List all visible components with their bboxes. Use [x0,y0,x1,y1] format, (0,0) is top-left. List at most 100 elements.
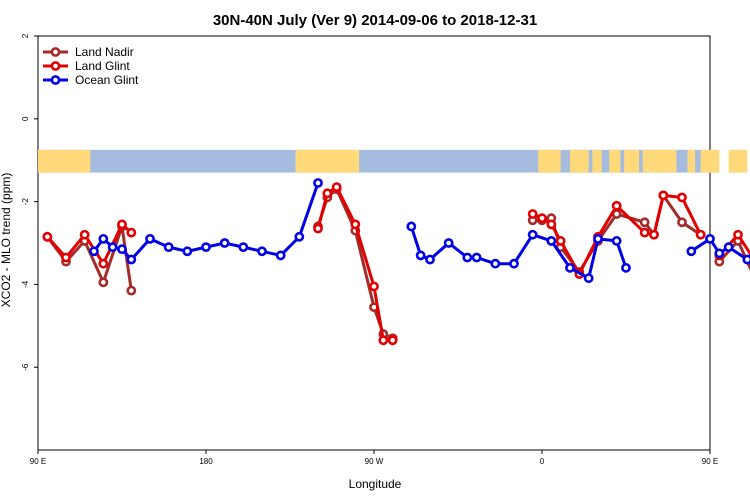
data-point [219,238,230,248]
legend-marker [50,47,61,57]
land-band [624,149,640,173]
data-point [98,258,109,269]
series-layer [42,178,750,346]
axis-ticks: 90 E 180 90 W 0 90 E 2 0 -2 -4 -6 [21,33,718,466]
data-point [61,252,71,263]
data-point [686,246,697,257]
data-point [723,242,734,253]
data-point [322,188,333,199]
x-tick-label: 90 W [365,457,384,466]
y-tick-label: 0 [21,116,30,121]
x-tick-label: 0 [540,457,545,466]
y-axis-label: XCO2 - MLO trend (ppm) [0,173,13,308]
data-point [313,223,323,234]
data-point [238,242,249,253]
data-point [658,190,669,201]
series-line [409,225,628,281]
land-band [700,149,720,173]
data-point [313,178,323,188]
series-line [316,186,394,340]
data-point [471,252,482,263]
legend-label: Land Glint [75,59,130,73]
data-point [294,231,305,242]
data-point [126,285,137,296]
data-point [369,281,379,292]
land-band [609,149,621,173]
land-band [687,149,696,173]
data-point [555,236,566,246]
data-point [201,242,211,253]
data-point [537,213,547,224]
x-tick-label: 90 E [702,457,718,466]
series-line [46,221,133,267]
series-ocean-glint [89,178,750,284]
data-point [639,217,650,228]
data-point [546,219,557,230]
data-point [406,221,417,232]
legend-marker [50,75,61,85]
legend-marker [50,61,61,71]
data-point [79,229,90,240]
land-band [592,149,602,173]
data-point [350,219,361,230]
data-point [387,335,398,346]
plot-frame [37,35,711,451]
land-band [295,149,360,173]
data-point [593,233,603,244]
data-point [490,258,501,269]
data-point [705,233,715,244]
data-point [107,242,118,253]
data-point [527,209,538,219]
series-land-glint [42,182,750,346]
data-point [677,217,687,228]
land-band [728,149,748,173]
data-point [182,246,193,257]
data-point [145,233,155,244]
data-point [714,248,725,259]
legend-label: Land Nadir [75,45,134,59]
data-point [649,229,659,240]
data-point [331,182,342,193]
y-tick-label: -6 [21,363,30,371]
land-ocean-strip [38,149,748,173]
data-point [117,244,127,255]
x-tick-label: 90 E [30,457,46,466]
data-point [275,250,286,261]
x-axis-label: Longitude [349,477,402,491]
land-band [56,149,80,173]
legend-label: Ocean Glint [75,73,139,87]
land-band [538,149,561,173]
data-point [443,238,454,248]
data-point [462,252,473,263]
data-point [639,227,650,238]
data-point [611,200,622,211]
series-line [316,184,393,342]
data-point [117,219,127,230]
y-tick-label: -2 [21,197,30,205]
data-point [98,277,109,288]
data-point [425,254,435,265]
y-tick-label: 2 [21,33,30,38]
data-point [89,246,99,257]
data-point [677,192,687,203]
series-land-nadir [42,184,750,344]
data-point [42,231,53,242]
data-point [257,246,267,257]
data-point [611,236,622,246]
series-line [690,236,750,262]
data-point [695,229,706,240]
land-band [642,149,677,173]
data-point [527,229,538,240]
x-tick-label: 180 [199,457,213,466]
data-point [742,254,750,265]
data-point [98,233,109,244]
y-tick-label: -4 [21,280,30,288]
data-point [378,335,389,346]
land-band [38,149,57,173]
land-band [79,149,91,173]
chart-title: 30N-40N July (Ver 9) 2014-09-06 to 2018-… [213,12,537,29]
data-point [509,258,519,269]
data-point [126,227,137,238]
